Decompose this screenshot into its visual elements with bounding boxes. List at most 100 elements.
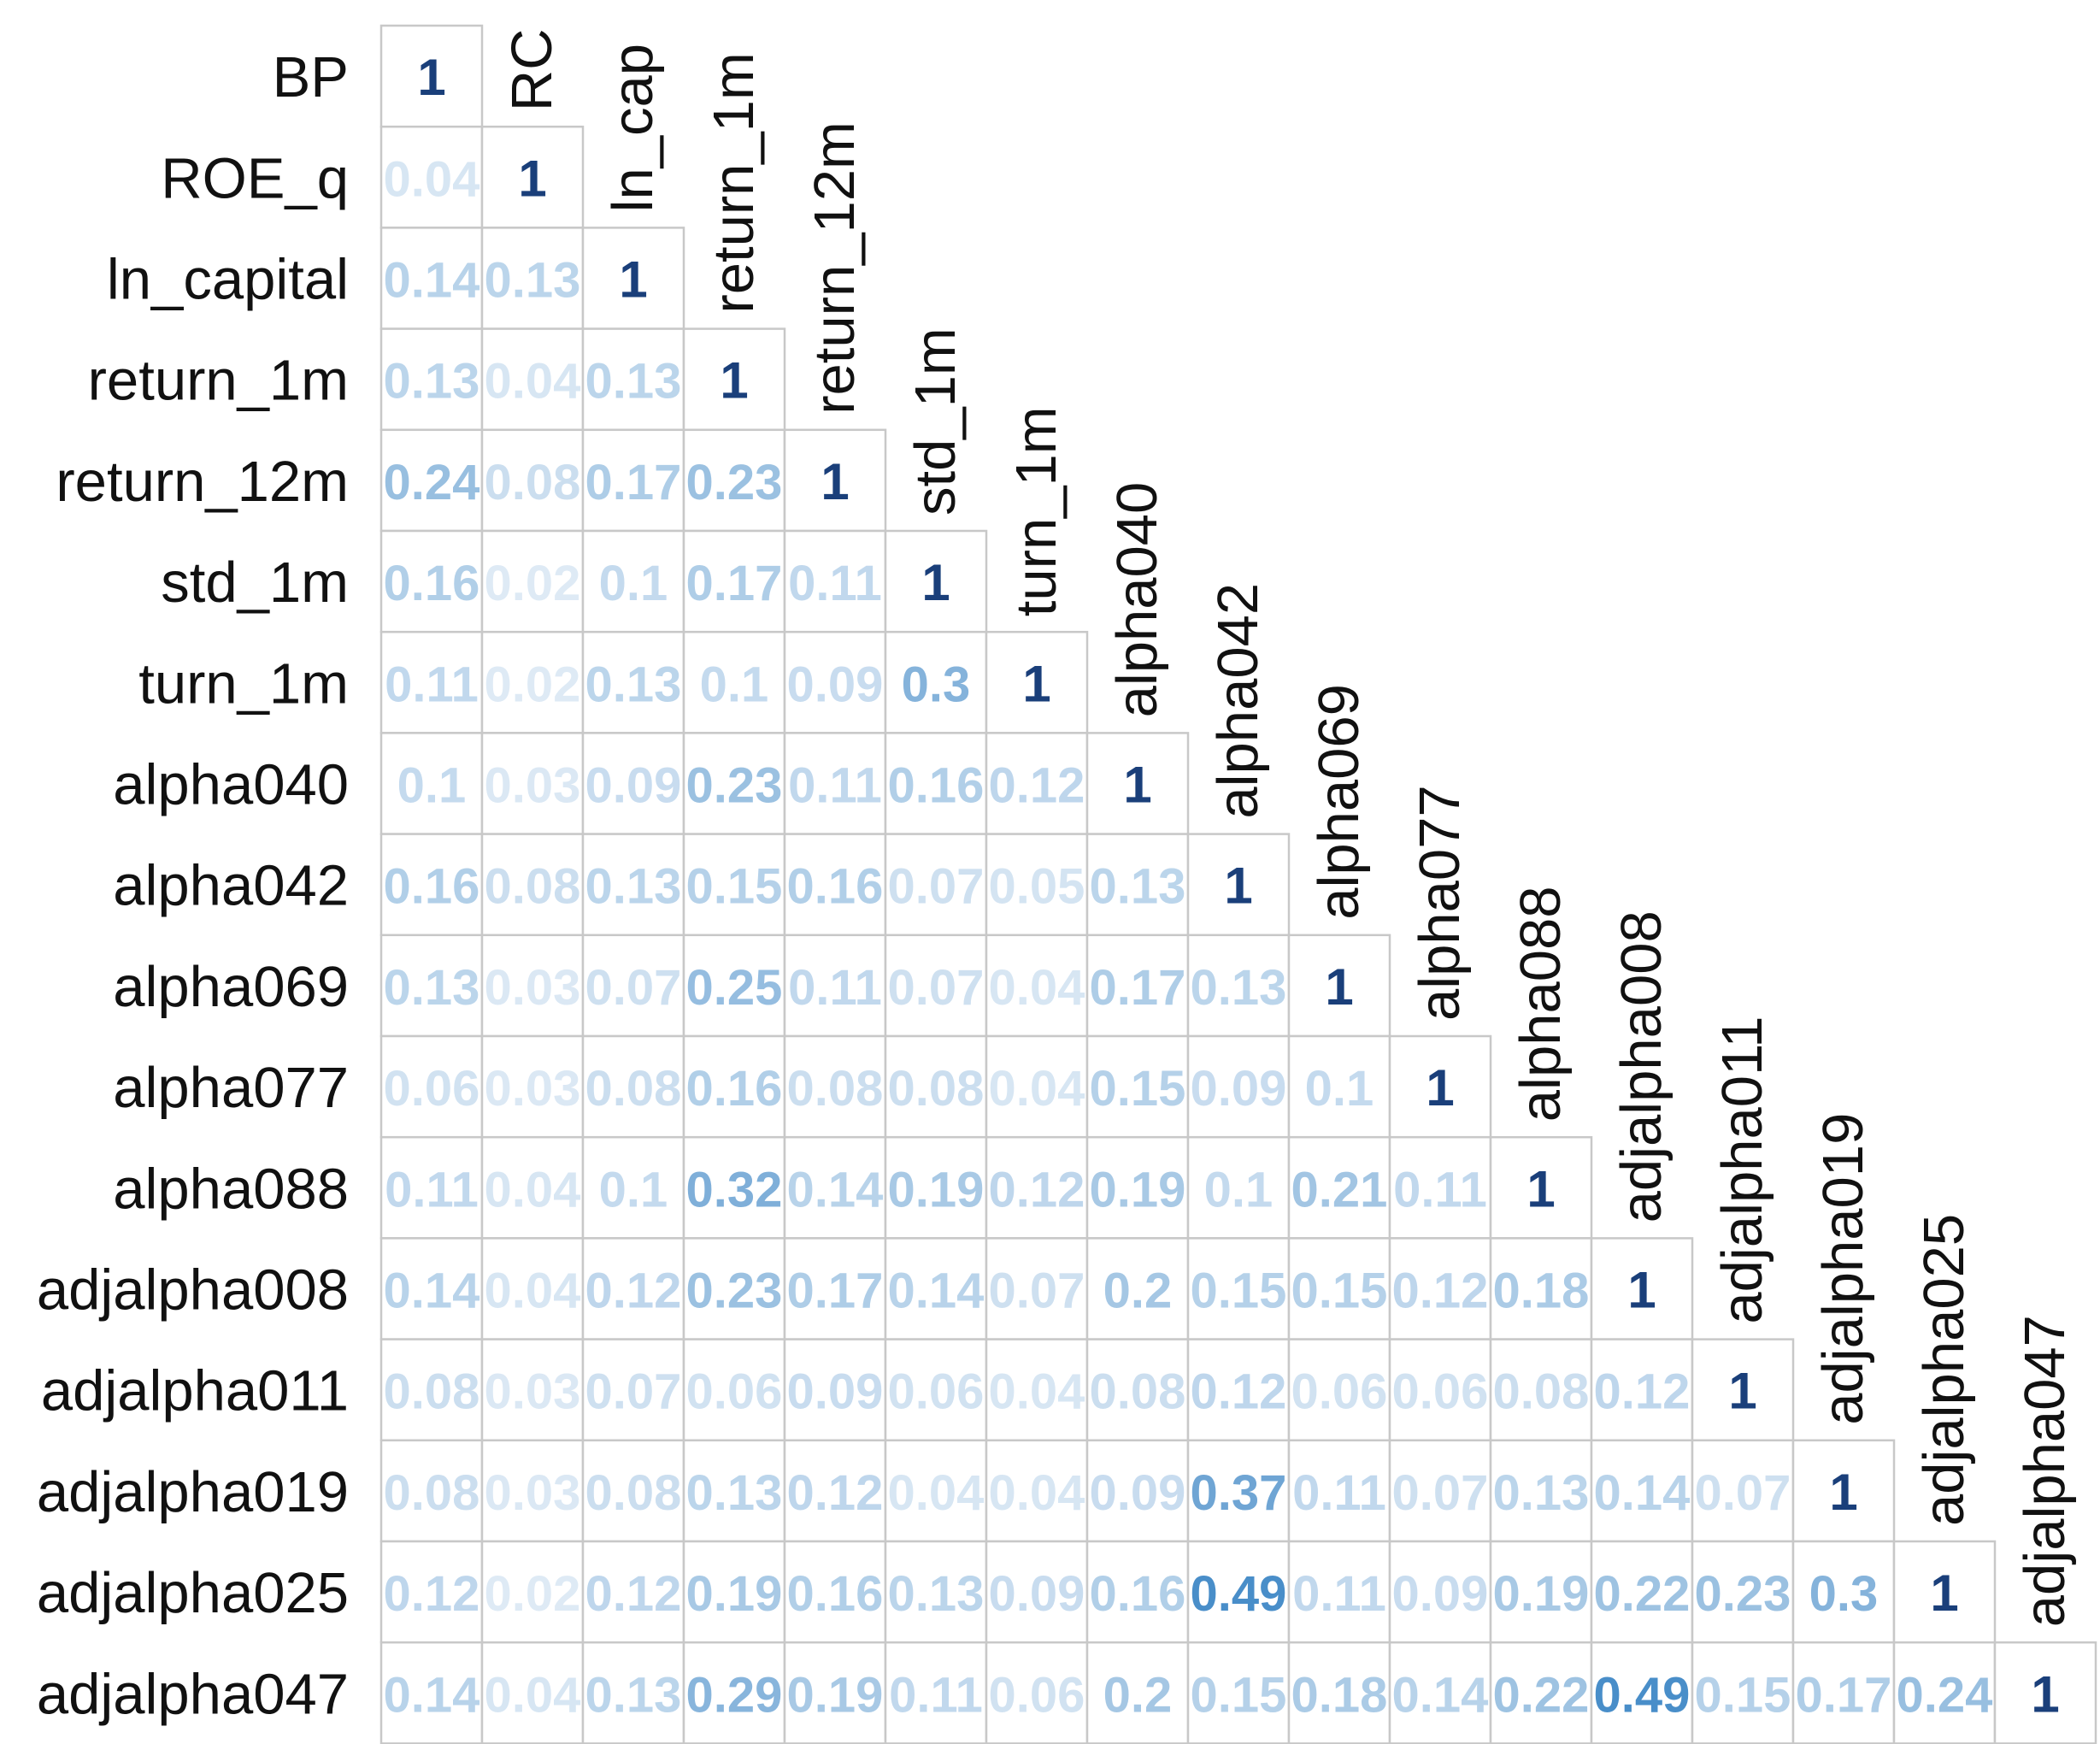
cell-adjalpha047-adjalpha008 — [1590, 1641, 1694, 1744]
cell-alpha077-alpha042 — [1186, 1034, 1291, 1139]
cell-adjalpha025-ln-capital — [581, 1540, 685, 1644]
value-label-adjalpha047-bp: 0.14 — [384, 1667, 480, 1723]
value-label-std-1m-return-1m: 0.17 — [686, 556, 783, 611]
row-label-return-12m: return_12m — [56, 450, 349, 514]
cell-adjalpha011-std-1m — [884, 1338, 988, 1442]
value-label-alpha077-alpha042: 0.09 — [1191, 1061, 1287, 1117]
value-label-adjalpha047-ln-capital: 0.13 — [585, 1667, 682, 1723]
value-label-alpha040-alpha040: 1 — [1123, 757, 1151, 814]
value-label-adjalpha025-turn-1m: 0.09 — [989, 1566, 1085, 1622]
value-label-adjalpha025-adjalpha008: 0.22 — [1594, 1566, 1691, 1622]
value-label-return-12m-roe-q: 0.08 — [485, 455, 581, 510]
value-label-adjalpha019-roe-q: 0.03 — [485, 1465, 581, 1521]
column-label-adjalpha008: adjalpha008 — [1609, 910, 1674, 1223]
cell-std-1m-std-1m — [884, 529, 988, 633]
cell-adjalpha025-alpha088 — [1489, 1540, 1593, 1644]
cell-adjalpha019-alpha077 — [1388, 1439, 1492, 1543]
value-label-alpha069-return-12m: 0.11 — [788, 960, 882, 1016]
row-label-alpha040: alpha040 — [113, 753, 349, 817]
cell-adjalpha025-alpha042 — [1186, 1540, 1291, 1644]
value-label-alpha069-return-1m: 0.25 — [686, 960, 783, 1016]
column-label-return-12m: return_12m — [803, 121, 867, 415]
value-label-turn-1m-return-12m: 0.09 — [787, 657, 884, 712]
value-label-adjalpha008-alpha040: 0.2 — [1103, 1264, 1173, 1319]
value-label-std-1m-std-1m: 1 — [921, 554, 950, 611]
row-label-adjalpha025: adjalpha025 — [37, 1561, 349, 1625]
value-label-adjalpha047-adjalpha025: 0.24 — [1897, 1667, 1993, 1723]
value-label-adjalpha011-adjalpha008: 0.12 — [1594, 1364, 1691, 1420]
cell-alpha042-return-1m — [682, 833, 786, 937]
value-label-adjalpha047-alpha069: 0.18 — [1291, 1667, 1388, 1723]
value-label-return-1m-ln-capital: 0.13 — [585, 354, 682, 409]
cell-adjalpha008-ln-capital — [581, 1237, 685, 1340]
value-label-turn-1m-return-1m: 0.1 — [700, 657, 769, 712]
value-label-alpha088-alpha069: 0.21 — [1291, 1162, 1388, 1217]
value-label-alpha077-turn-1m: 0.04 — [989, 1061, 1085, 1117]
cell-alpha042-turn-1m — [985, 833, 1089, 937]
value-label-adjalpha047-adjalpha019: 0.17 — [1796, 1667, 1892, 1723]
value-label-alpha088-alpha042: 0.1 — [1204, 1162, 1274, 1217]
value-label-alpha077-alpha040: 0.15 — [1090, 1061, 1186, 1117]
value-label-adjalpha008-turn-1m: 0.07 — [989, 1264, 1085, 1319]
cell-alpha042-alpha042 — [1186, 833, 1291, 937]
cell-adjalpha008-bp — [379, 1237, 484, 1340]
value-label-alpha040-return-1m: 0.23 — [686, 758, 783, 814]
cell-adjalpha025-return-1m — [682, 1540, 786, 1644]
value-label-alpha042-ln-capital: 0.13 — [585, 859, 682, 915]
row-label-adjalpha011: adjalpha011 — [41, 1359, 349, 1423]
cell-alpha077-bp — [379, 1034, 484, 1139]
value-label-adjalpha008-alpha069: 0.15 — [1291, 1264, 1388, 1319]
cell-adjalpha019-ln-capital — [581, 1439, 685, 1543]
cell-adjalpha011-turn-1m — [985, 1338, 1089, 1442]
value-label-alpha088-alpha040: 0.19 — [1090, 1162, 1186, 1217]
cell-adjalpha047-alpha069 — [1287, 1641, 1391, 1744]
cell-adjalpha011-alpha040 — [1085, 1338, 1190, 1442]
value-label-adjalpha047-adjalpha047: 1 — [2031, 1665, 2059, 1723]
cell-alpha088-return-1m — [682, 1135, 786, 1240]
value-label-adjalpha025-alpha040: 0.16 — [1090, 1566, 1186, 1622]
value-label-alpha069-alpha040: 0.17 — [1090, 960, 1186, 1016]
row-label-roe-q: ROE_q — [161, 146, 349, 210]
value-label-adjalpha047-alpha042: 0.15 — [1191, 1667, 1287, 1723]
cell-adjalpha025-roe-q — [480, 1540, 585, 1644]
value-label-adjalpha019-alpha077: 0.07 — [1392, 1465, 1489, 1521]
column-label-adjalpha047: adjalpha047 — [2013, 1315, 2077, 1627]
value-label-turn-1m-ln-capital: 0.13 — [585, 657, 682, 712]
cell-adjalpha011-return-1m — [682, 1338, 786, 1442]
cell-adjalpha047-bp — [379, 1641, 484, 1744]
cell-alpha077-alpha077 — [1388, 1034, 1492, 1139]
value-label-adjalpha008-roe-q: 0.04 — [485, 1264, 581, 1319]
value-label-alpha077-std-1m: 0.08 — [888, 1061, 985, 1117]
cell-adjalpha025-alpha040 — [1085, 1540, 1190, 1644]
value-label-alpha088-alpha088: 1 — [1526, 1160, 1555, 1217]
value-label-adjalpha011-alpha069: 0.06 — [1291, 1364, 1388, 1420]
value-label-adjalpha025-alpha042: 0.49 — [1191, 1566, 1287, 1622]
value-label-alpha077-roe-q: 0.03 — [485, 1061, 581, 1117]
cell-adjalpha008-std-1m — [884, 1237, 988, 1340]
value-label-adjalpha025-std-1m: 0.13 — [888, 1566, 985, 1622]
cell-adjalpha019-roe-q — [480, 1439, 585, 1543]
row-label-return-1m: return_1m — [88, 349, 349, 413]
column-label-adjalpha025: adjalpha025 — [1912, 1214, 1976, 1526]
cell-adjalpha025-adjalpha011 — [1691, 1540, 1795, 1644]
value-label-alpha088-turn-1m: 0.12 — [989, 1162, 1085, 1217]
column-label-std-1m: std_1m — [903, 327, 968, 516]
value-label-roe-q-roe-q: 1 — [518, 150, 546, 207]
column-label-adjalpha011: adjalpha011 — [1710, 1016, 1774, 1323]
cell-adjalpha019-alpha069 — [1287, 1439, 1391, 1543]
value-label-adjalpha008-alpha088: 0.18 — [1493, 1264, 1590, 1319]
value-label-adjalpha019-alpha069: 0.11 — [1292, 1465, 1386, 1521]
cell-alpha069-alpha042 — [1186, 934, 1291, 1038]
cell-std-1m-bp — [379, 529, 484, 633]
value-label-adjalpha008-std-1m: 0.14 — [888, 1264, 985, 1319]
value-label-adjalpha019-alpha040: 0.09 — [1090, 1465, 1186, 1521]
cell-alpha069-return-12m — [783, 934, 887, 1038]
cell-roe-q-bp — [379, 125, 484, 229]
cell-alpha088-alpha040 — [1085, 1135, 1190, 1240]
row-label-alpha077: alpha077 — [113, 1056, 349, 1120]
column-labels: RC ln_cap return_1m return_12m std_1m turn_1m… — [500, 28, 2077, 1627]
cell-alpha042-ln-capital — [581, 833, 685, 937]
cell-alpha040-bp — [379, 732, 484, 835]
value-label-alpha069-alpha042: 0.13 — [1191, 960, 1287, 1016]
